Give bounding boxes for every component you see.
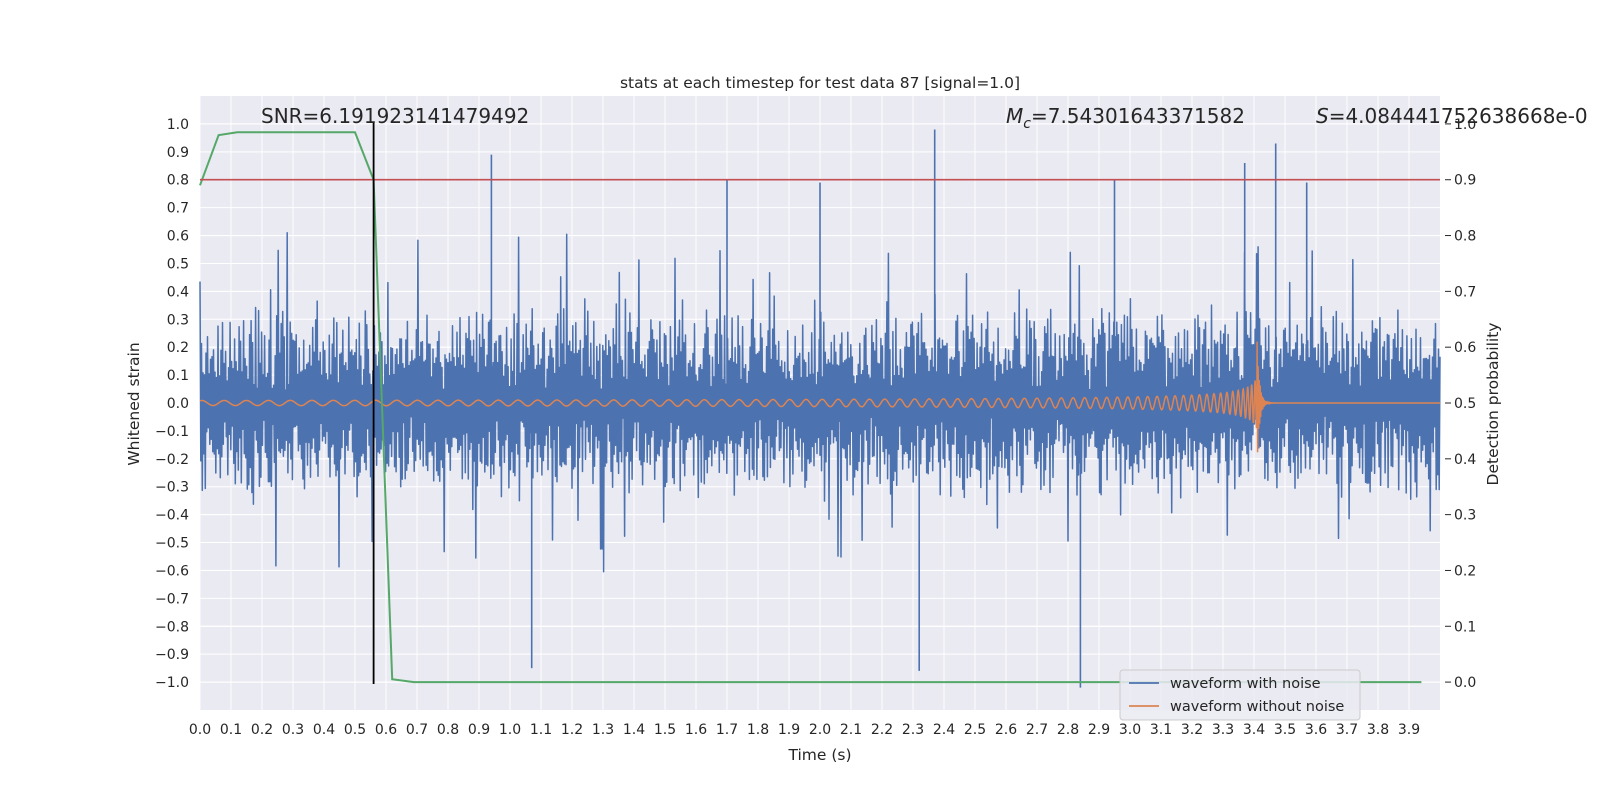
x-tick-label: 2.3 xyxy=(902,722,924,738)
probability-line xyxy=(199,131,1422,684)
y2-tick-label: 0.8 xyxy=(1454,229,1476,245)
x-tick-label: 1.9 xyxy=(778,722,800,738)
y-tick-label: 0.2 xyxy=(167,340,189,356)
x-tick-label: 1.4 xyxy=(623,722,645,738)
x-tick-label: 3.9 xyxy=(1398,722,1420,738)
reference-lines xyxy=(200,122,1440,684)
x-tick-label: 0.0 xyxy=(189,722,211,738)
y2-tick-label: 0.6 xyxy=(1454,340,1476,356)
y-tick-label: 0.7 xyxy=(167,201,189,217)
legend-label-noise: waveform with noise xyxy=(1170,676,1321,692)
x-tick-label: 1.0 xyxy=(499,722,521,738)
y2-tick-label: 0.3 xyxy=(1454,508,1476,524)
x-tick-label: 3.3 xyxy=(1212,722,1234,738)
series-waveform-with-noise xyxy=(199,129,1441,688)
y2-tick-label: 0.0 xyxy=(1454,675,1476,691)
legend: waveform with noise waveform without noi… xyxy=(1119,669,1361,721)
x-tick-label: 1.6 xyxy=(685,722,707,738)
x-tick-label: 2.5 xyxy=(964,722,986,738)
x-tick-label: 2.1 xyxy=(840,722,862,738)
y-tick-label: 0.9 xyxy=(167,145,189,161)
y-tick-label: −0.7 xyxy=(155,591,189,607)
x-tick-label: 1.1 xyxy=(530,722,552,738)
y-tick-label: 0.4 xyxy=(167,284,189,300)
x-tick-label: 2.0 xyxy=(809,722,831,738)
s-symbol: S xyxy=(1316,104,1329,128)
s-annotation: S=4.084441752638668e-0 xyxy=(1316,104,1588,128)
x-tick-label: 1.7 xyxy=(716,722,738,738)
x-tick-label: 0.9 xyxy=(468,722,490,738)
y-tick-label: 0.3 xyxy=(167,312,189,328)
x-tick-label: 0.1 xyxy=(220,722,242,738)
snr-annotation: SNR=6.191923141479492 xyxy=(261,104,529,128)
chart-title: stats at each timestep for test data 87 … xyxy=(620,74,1020,92)
y-tick-label: 0.0 xyxy=(167,396,189,412)
y2-axis-label: Detection probability xyxy=(1484,323,1502,486)
x-tick-label: 3.1 xyxy=(1150,722,1172,738)
y-axis-label: Whitened strain xyxy=(125,342,143,465)
x-tick-label: 3.2 xyxy=(1181,722,1203,738)
y-tick-label: −0.9 xyxy=(155,647,189,663)
x-tick-label: 3.4 xyxy=(1243,722,1265,738)
y-tick-label: −0.1 xyxy=(155,424,189,440)
y2-tick-label: 0.7 xyxy=(1454,284,1476,300)
x-tick-label: 1.3 xyxy=(592,722,614,738)
x-tick-label: 2.7 xyxy=(1026,722,1048,738)
x-tick-label: 0.7 xyxy=(406,722,428,738)
s-value: =4.084441752638668e-0 xyxy=(1329,104,1588,128)
x-tick-label: 3.8 xyxy=(1367,722,1389,738)
y-tick-label: −0.6 xyxy=(155,563,189,579)
x-tick-label: 0.2 xyxy=(251,722,273,738)
x-tick-label: 1.2 xyxy=(561,722,583,738)
y2-tick-label: 0.4 xyxy=(1454,452,1476,468)
y2-tick-label: 1.0 xyxy=(1454,117,1476,133)
x-tick-label: 0.4 xyxy=(313,722,335,738)
x-tick-label: 3.5 xyxy=(1274,722,1296,738)
x-axis-label: Time (s) xyxy=(787,746,851,764)
y-tick-label: 0.6 xyxy=(167,229,189,245)
y-tick-label: −0.5 xyxy=(155,536,189,552)
legend-box xyxy=(1119,669,1361,721)
x-tick-label: 2.6 xyxy=(995,722,1017,738)
x-tick-label: 0.6 xyxy=(375,722,397,738)
noise-trace xyxy=(199,231,1441,573)
x-tick-label: 3.0 xyxy=(1119,722,1141,738)
y-tick-label: 1.0 xyxy=(167,117,189,133)
y-tick-label: −0.8 xyxy=(155,619,189,635)
x-tick-label: 0.5 xyxy=(344,722,366,738)
y-tick-label: 0.1 xyxy=(167,368,189,384)
y-tick-label: 0.8 xyxy=(167,173,189,189)
x-tick-label: 0.3 xyxy=(282,722,304,738)
x-tick-label: 1.8 xyxy=(747,722,769,738)
x-tick-label: 3.6 xyxy=(1305,722,1327,738)
series-waveform-without-noise xyxy=(199,341,1440,453)
chirp-mass-annotation: Mc=7.54301643371582 xyxy=(1006,104,1245,132)
y-tick-label: 0.5 xyxy=(167,256,189,272)
clean-trace xyxy=(199,341,1440,453)
x-tick-label: 3.7 xyxy=(1336,722,1358,738)
x-tick-label: 1.5 xyxy=(654,722,676,738)
y2-tick-label: 0.9 xyxy=(1454,173,1476,189)
legend-label-clean: waveform without noise xyxy=(1170,699,1344,715)
y-tick-label: −1.0 xyxy=(155,675,189,691)
y-tick-labels: 1.0 0.9 0.8 0.7 0.6 0.5 0.4 0.3 0.2 0.1 0.0 −0.1 −0.… xyxy=(155,117,189,691)
x-tick-label: 2.8 xyxy=(1057,722,1079,738)
mc-subscript: c xyxy=(1023,116,1031,132)
x-tick-label: 2.9 xyxy=(1088,722,1110,738)
y-tick-label: −0.2 xyxy=(155,452,189,468)
x-tick-label: 2.4 xyxy=(933,722,955,738)
x-tick-labels: 0.0 0.1 0.2 0.3 0.4 0.5 0.6 0.7 0.8 0.9 1.0 1.1 1.2 1… xyxy=(189,722,1420,738)
x-tick-label: 2.2 xyxy=(871,722,893,738)
y2-tick-label: 0.1 xyxy=(1454,619,1476,635)
series-detection-probability xyxy=(199,131,1422,684)
mc-value: =7.54301643371582 xyxy=(1031,104,1245,128)
mc-symbol: M xyxy=(1006,104,1023,128)
y-tick-label: −0.3 xyxy=(155,480,189,496)
y2-tick-label: 0.2 xyxy=(1454,563,1476,579)
y-tick-label: −0.4 xyxy=(155,508,189,524)
y2-tick-label: 0.5 xyxy=(1454,396,1476,412)
y2-tick-labels: 1.0 0.9 0.8 0.7 0.6 0.5 0.4 0.3 0.2 0.1 0.0 xyxy=(1445,117,1476,691)
x-tick-label: 0.8 xyxy=(437,722,459,738)
